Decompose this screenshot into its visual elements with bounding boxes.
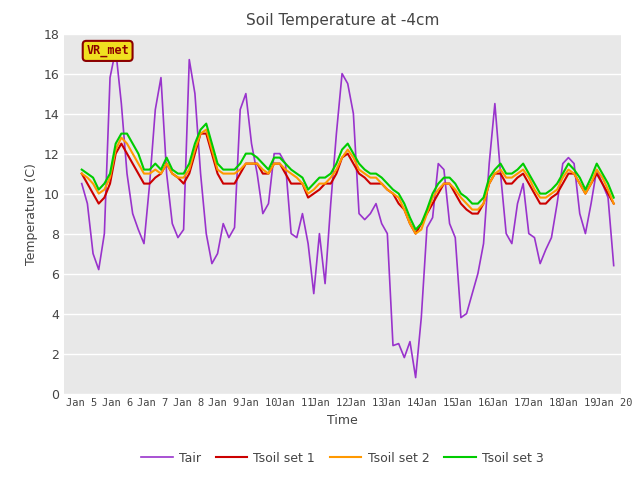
Tsoil set 2 (202, 127, 210, 132)
Tsoil set 2 (412, 231, 419, 237)
Tsoil set 1 (610, 201, 618, 206)
Tsoil set 2 (100, 187, 108, 192)
Tsoil set 1 (100, 195, 108, 201)
Title: Soil Temperature at -4cm: Soil Temperature at -4cm (246, 13, 439, 28)
Tsoil set 3 (463, 195, 470, 201)
X-axis label: Time: Time (327, 414, 358, 427)
Tsoil set 2 (480, 201, 488, 206)
Tsoil set 3 (485, 175, 493, 180)
Tair (180, 227, 188, 232)
Text: VR_met: VR_met (86, 44, 129, 58)
Tsoil set 2 (78, 171, 86, 177)
Tsoil set 3 (610, 195, 618, 201)
Tair (480, 240, 488, 247)
Y-axis label: Temperature (C): Temperature (C) (25, 163, 38, 264)
Tair (412, 375, 419, 381)
Line: Tsoil set 1: Tsoil set 1 (82, 133, 614, 234)
Tair (463, 311, 470, 316)
Line: Tsoil set 2: Tsoil set 2 (82, 130, 614, 234)
Tair (112, 47, 120, 52)
Tsoil set 1 (412, 231, 419, 237)
Tair (485, 161, 493, 167)
Tsoil set 3 (174, 171, 182, 177)
Tsoil set 3 (412, 227, 419, 232)
Tsoil set 2 (610, 201, 618, 206)
Line: Tsoil set 3: Tsoil set 3 (82, 123, 614, 229)
Tair (78, 180, 86, 186)
Legend: Tair, Tsoil set 1, Tsoil set 2, Tsoil set 3: Tair, Tsoil set 1, Tsoil set 2, Tsoil se… (136, 447, 548, 469)
Tsoil set 3 (100, 180, 108, 186)
Tsoil set 1 (451, 191, 459, 196)
Tsoil set 1 (480, 201, 488, 206)
Tsoil set 1 (78, 171, 86, 177)
Tsoil set 2 (463, 201, 470, 206)
Tsoil set 1 (174, 175, 182, 180)
Tair (100, 231, 108, 237)
Tsoil set 3 (451, 180, 459, 186)
Tsoil set 2 (485, 180, 493, 186)
Tsoil set 3 (202, 120, 210, 126)
Tsoil set 1 (463, 207, 470, 213)
Line: Tair: Tair (82, 49, 614, 378)
Tair (451, 235, 459, 240)
Tair (610, 263, 618, 268)
Tsoil set 1 (485, 180, 493, 186)
Tsoil set 2 (174, 175, 182, 180)
Tsoil set 2 (451, 187, 459, 192)
Tsoil set 1 (196, 131, 204, 136)
Tsoil set 3 (480, 195, 488, 201)
Tsoil set 3 (78, 167, 86, 172)
